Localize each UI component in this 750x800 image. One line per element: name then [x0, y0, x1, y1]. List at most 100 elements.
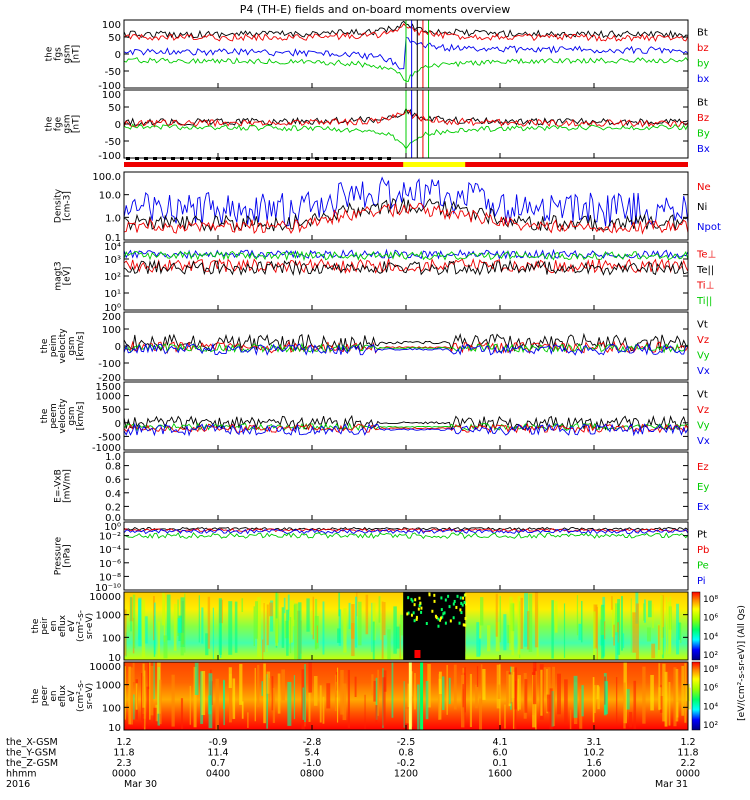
spectrogram-stripe: [675, 668, 679, 722]
spectrogram-stripe: [326, 683, 331, 709]
spectrogram-stripe: [163, 635, 168, 659]
spectrogram-stripe: [547, 667, 551, 699]
spectrogram-stripe: [532, 662, 537, 705]
spectrogram-stripe: [633, 680, 637, 729]
legend-Bx: Bx: [697, 144, 710, 155]
y-axis-label-line: fgs: [54, 47, 64, 61]
spectrogram-stripe: [552, 666, 556, 727]
spectrogram-stripe: [658, 625, 660, 650]
spectrogram-stripe: [308, 662, 312, 693]
spectrogram-stripe: [517, 678, 520, 711]
spectrogram-speck: [456, 594, 459, 598]
y-tick-label: 1.0: [105, 452, 121, 463]
spectrogram-stripe: [144, 616, 148, 644]
spectrogram-stripe: [480, 664, 483, 707]
spectrogram-stripe: [399, 624, 401, 659]
spectrogram-stripe: [229, 673, 232, 723]
spectrogram-stripe: [304, 663, 306, 723]
colorbar: [691, 591, 701, 661]
y-tick-label: -50: [105, 137, 121, 148]
spectrogram-speck: [455, 605, 458, 609]
spectrogram-stripe: [391, 662, 394, 718]
spectrogram-stripe: [308, 692, 311, 722]
y-tick-label: -1000: [92, 443, 121, 454]
spectrogram-stripe: [646, 627, 651, 642]
y-axis-label: the peem velocity gsm [km/s]: [40, 398, 86, 434]
spectrogram-stripe: [262, 639, 264, 660]
spectrogram-stripe: [597, 686, 600, 710]
spectrogram-stripe: [506, 670, 509, 705]
spectrogram-speck: [420, 662, 424, 730]
spectrogram-stripe: [266, 671, 271, 694]
pressure-trace-2: [123, 528, 689, 535]
y-axis-label-line: E=-VxB: [54, 469, 64, 503]
spectrogram-speck: [410, 613, 413, 617]
spectrogram-stripe: [261, 681, 263, 696]
peem-trace-2: [123, 422, 689, 434]
spectrogram-stripe: [405, 708, 409, 724]
legend-Pe: Pe: [697, 561, 709, 572]
spectrogram-stripe: [143, 670, 146, 730]
ephemeris-block: the_X-GSMthe_Y-GSMthe_Z-GSMhhmm20161.211…: [6, 737, 700, 790]
spectrogram-speck: [458, 621, 461, 625]
y-axis-label: the peir en eflux eV (cm²-s-sr-eV): [31, 610, 95, 642]
spectrogram-stripe: [212, 607, 214, 659]
spectrogram-stripe: [476, 622, 481, 657]
spectrogram-stripe: [180, 632, 184, 656]
spectrogram-stripe: [681, 665, 685, 716]
spectrogram-stripe: [157, 621, 161, 659]
y-tick-label: 10⁻⁸: [99, 572, 121, 583]
spectrogram-stripe: [662, 663, 666, 722]
ephem-value: 1200: [394, 769, 418, 780]
spectrogram-stripe: [618, 603, 621, 623]
y-axis-label-line: eflux: [58, 614, 68, 637]
spectrogram-speck: [440, 596, 443, 600]
spectrogram-speck: [413, 619, 416, 623]
spectrogram-speck: [428, 592, 431, 596]
density-trace-0: [123, 176, 689, 227]
spectrogram-speck: [439, 618, 442, 622]
spectrogram-speck: [452, 602, 455, 606]
spectrogram-stripe: [632, 612, 636, 653]
spectrogram-stripe: [546, 694, 551, 712]
spectrogram-stripe: [578, 623, 582, 641]
legend-Vz: Vz: [697, 405, 709, 416]
y-tick-label: 0: [115, 342, 121, 353]
spectrogram-speck: [437, 617, 440, 621]
y-axis-label-line: Density: [54, 188, 64, 223]
ephem-value: 6.0: [492, 748, 507, 759]
spectrogram-stripe: [623, 682, 626, 729]
panel-peir: 10000 1000 100 10 the peir en eflux eV (cm²-s-sr-…: [31, 591, 718, 664]
spectrogram-speck: [460, 611, 463, 615]
spectrogram-stripe: [524, 593, 529, 647]
ephem-value: 11.4: [207, 748, 228, 759]
spectrogram-stripe: [643, 603, 645, 621]
spectrogram-speck: [444, 598, 447, 602]
spectrogram-stripe: [364, 694, 366, 729]
spectrogram-stripe: [184, 593, 186, 653]
spectrogram-stripe: [234, 601, 238, 653]
y-tick-label: 1500: [96, 382, 121, 393]
ephem-value: -1.0: [303, 758, 322, 769]
spectrogram-stripe: [232, 678, 236, 719]
spectrogram-stripe: [337, 628, 341, 643]
y-tick-label: 50: [108, 33, 121, 44]
temp-trace-0: [123, 248, 689, 260]
y-axis-label-line: the: [45, 116, 55, 131]
spectrogram-stripe: [128, 666, 132, 725]
spectrogram-stripe: [453, 664, 457, 710]
spectrogram-stripe: [383, 602, 386, 636]
legend-Vt: Vt: [697, 320, 708, 331]
ephem-value: Mar 30: [124, 779, 157, 790]
ephem-value: 11.8: [113, 748, 134, 759]
y-axis-label-line: the: [31, 688, 41, 703]
spectrogram-speck: [425, 622, 428, 626]
ephem-value: 1600: [488, 769, 512, 780]
spectrogram-stripe: [155, 704, 158, 722]
ephem-value: Mar 31: [655, 779, 688, 790]
y-tick-label: 10³: [104, 255, 121, 266]
panel-efield: 1.00.8 0.6 0.4 0.20.0 E=-VxB [mV/m] Ez Ey Ex: [54, 451, 709, 524]
spectrogram-stripe: [479, 639, 481, 656]
spectrogram-stripe: [576, 595, 579, 636]
y-tick-label: 50: [108, 103, 121, 114]
